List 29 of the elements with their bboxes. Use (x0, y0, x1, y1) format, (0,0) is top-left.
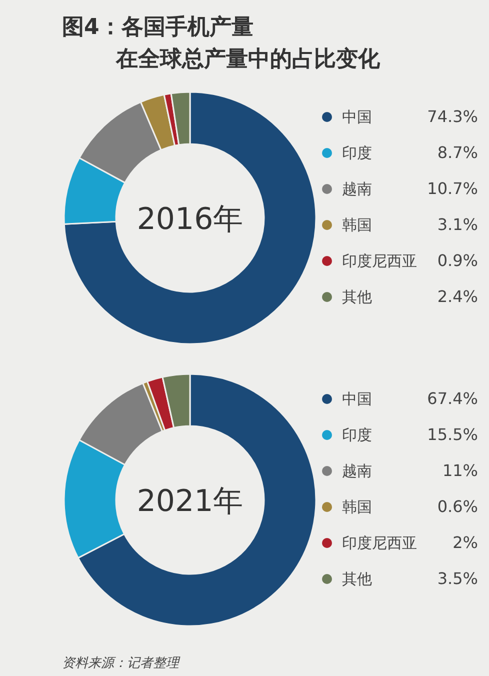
legend-label: 其他 (342, 288, 372, 306)
chart-title: 图4：各国手机产量 (62, 14, 254, 40)
legend-label: 韩国 (342, 216, 372, 234)
data-label: 74.3% (427, 107, 478, 126)
legend-label: 韩国 (342, 498, 372, 516)
legend-label: 越南 (342, 462, 372, 480)
data-label: 11% (442, 461, 478, 480)
legend-label: 其他 (342, 570, 372, 588)
data-label: 3.1% (437, 215, 478, 234)
legend-label: 印度 (342, 144, 372, 162)
text: 2016年 (136, 202, 244, 237)
data-label: 3.5% (437, 569, 478, 588)
data-label: 0.6% (437, 497, 478, 516)
legend-label: 印度尼西亚 (342, 534, 417, 552)
legend-label: 印度 (342, 426, 372, 444)
chart-subtitle: 在全球总产量中的占比变化 (115, 46, 381, 72)
text: 2021年 (136, 484, 244, 519)
data-label: 67.4% (427, 389, 478, 408)
legend-label: 中国 (342, 390, 372, 408)
legend-label: 中国 (342, 108, 372, 126)
legend-label: 越南 (342, 180, 372, 198)
data-label: 2.4% (437, 287, 478, 306)
legend-label: 印度尼西亚 (342, 252, 417, 270)
text: 资料来源：记者整理 (62, 656, 181, 671)
data-label: 0.9% (437, 251, 478, 270)
data-label: 8.7% (437, 143, 478, 162)
data-label: 10.7% (427, 179, 478, 198)
data-label: 15.5% (427, 425, 478, 444)
data-label: 2% (452, 533, 478, 552)
